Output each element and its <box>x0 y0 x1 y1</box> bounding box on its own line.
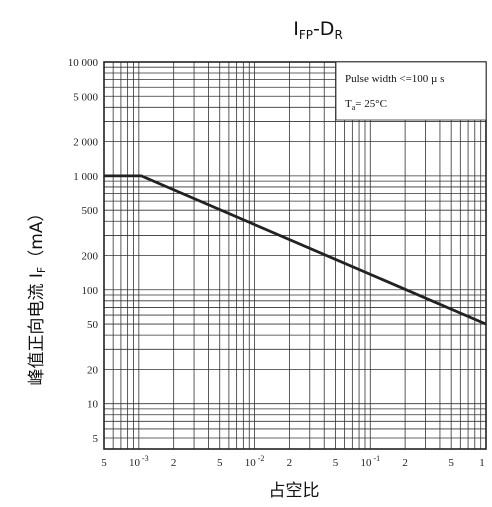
annotation-temp-sub: a <box>352 103 356 112</box>
annotation-pulse-width: Pulse width <=100 µ s <box>345 73 444 85</box>
x-tick-label: 5 <box>448 457 454 469</box>
x-tick-label: 10 -2 <box>245 454 265 469</box>
y-tick-label: 5 <box>93 433 99 445</box>
annotation-box: Pulse width <=100 µ s Ta= 25°C <box>335 61 487 121</box>
y-tick-label: 50 <box>87 319 99 331</box>
x-tick-label: 2 <box>171 457 177 469</box>
y-axis-label: 峰值正向电流 IF（mA） <box>27 205 48 386</box>
annotation-box-bg <box>335 61 487 121</box>
y-tick-label: 10 000 <box>68 57 99 69</box>
chart-title-main: I <box>293 18 299 40</box>
y-tick-label: 5 000 <box>73 91 98 103</box>
x-tick-label: 5 <box>101 457 107 469</box>
annotation-temp-main: T <box>345 98 352 110</box>
y-tick-label: 100 <box>82 285 99 297</box>
annotation-temperature: Ta= 25°C <box>345 98 387 112</box>
x-tick-label: 1 <box>479 457 485 469</box>
chart-title: IFP-DR <box>293 18 343 42</box>
chart-title-sub2: R <box>334 28 342 42</box>
y-axis-label-unit: （mA） <box>27 205 47 267</box>
y-tick-label: 20 <box>87 364 99 376</box>
y-tick-label: 10 <box>87 399 99 411</box>
series <box>104 174 487 326</box>
x-axis-label: 占空比 <box>269 481 320 501</box>
x-tick-label: 2 <box>287 457 293 469</box>
annotation-temp-value: = 25°C <box>355 98 387 110</box>
x-tick-label: 10 -1 <box>360 454 380 469</box>
series-line <box>104 174 487 326</box>
y-axis-label-sub: F <box>35 267 48 273</box>
y-tick-label: 500 <box>82 205 99 217</box>
x-tick-label: 5 <box>217 457 223 469</box>
chart-title-sub1: FP <box>299 28 313 42</box>
grid <box>103 61 487 450</box>
y-tick-label: 200 <box>82 251 99 263</box>
x-tick-label: 5 <box>333 457 339 469</box>
y-axis-label-main: 峰值正向电流 I <box>27 273 47 385</box>
y-tick-label: 1 000 <box>73 171 98 183</box>
plot-frame <box>103 61 487 450</box>
x-tick-label: 2 <box>402 457 408 469</box>
y-tick-label: 2 000 <box>73 137 98 149</box>
x-tick-label: 10 -3 <box>129 454 149 469</box>
chart-title-dash: -D <box>313 18 335 40</box>
